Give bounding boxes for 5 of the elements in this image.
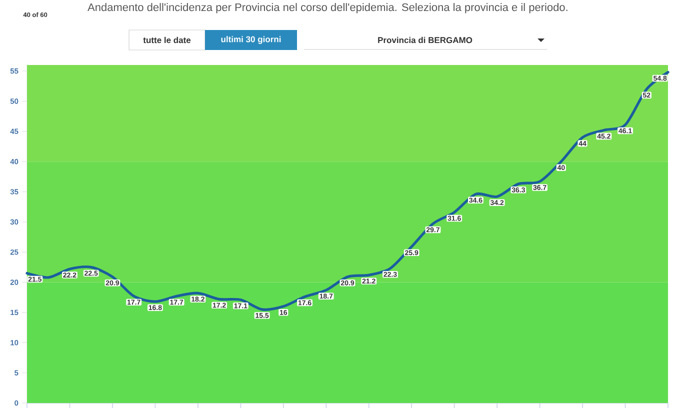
- chart-title: Andamento dell'incidenza per Provincia nel corso dell'epidemia. Seleziona la provincia e il periodo.: [88, 3, 568, 14]
- text: Provincia di BERGAMO: [378, 36, 472, 44]
- text: ultimi 30 giorni: [221, 36, 281, 44]
- text: tutte le date: [143, 36, 191, 44]
- line-series: [26, 70, 670, 311]
